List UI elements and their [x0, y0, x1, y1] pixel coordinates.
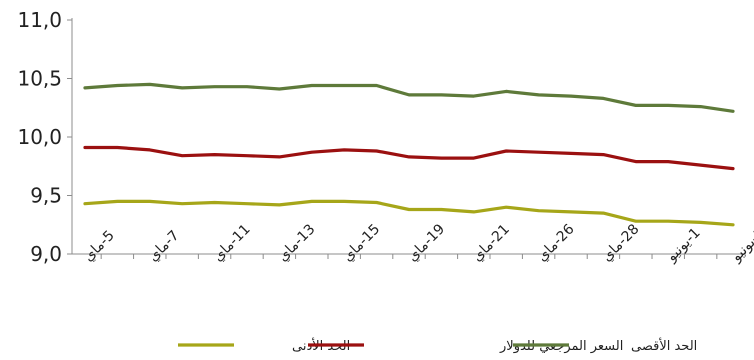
data-point [375, 201, 378, 204]
data-point [181, 202, 184, 205]
x-tick-label: 11-ماي [210, 221, 254, 265]
data-point [278, 203, 281, 207]
data-point [731, 223, 735, 226]
data-point [667, 160, 670, 163]
y-tick-labels: 9,0 9,5 10,0 10,5 11,0 [17, 8, 72, 266]
x-tick-label: 3-يونيو [728, 225, 754, 266]
data-point [148, 83, 151, 86]
data-point [343, 84, 346, 87]
data-point [245, 154, 249, 157]
data-point [537, 209, 540, 212]
data-point [440, 208, 443, 211]
x-tick-label: 1-يونيو [663, 225, 704, 266]
x-tick-label: 19-ماي [405, 221, 449, 265]
data-point [181, 154, 184, 157]
data-point [310, 84, 313, 87]
data-point [699, 221, 702, 224]
data-point [472, 94, 475, 98]
data-point [310, 151, 313, 154]
data-point [310, 200, 313, 203]
data-point [602, 97, 605, 100]
data-point [731, 167, 735, 170]
data-point [440, 93, 443, 97]
data-point [116, 84, 119, 87]
y-tick-label: 11,0 [17, 8, 62, 32]
y-tick-label: 10,5 [17, 67, 62, 91]
y-tick-label: 9,5 [30, 184, 62, 208]
data-point [213, 201, 216, 204]
data-point [375, 84, 378, 87]
data-point [537, 93, 540, 97]
data-point [83, 202, 87, 205]
x-tick-label: 21-ماي [469, 221, 513, 265]
data-point [375, 149, 378, 153]
data-point [569, 152, 573, 155]
data-point [181, 86, 184, 90]
data-point [83, 146, 87, 149]
data-point [699, 105, 702, 108]
data-point [440, 156, 443, 160]
data-point [245, 85, 249, 88]
data-point [667, 104, 670, 107]
x-tick-label: 15-ماي [340, 221, 384, 265]
data-point [343, 148, 346, 152]
data-point [472, 156, 475, 160]
data-point [213, 153, 216, 156]
data-point [278, 87, 281, 91]
data-point [505, 149, 508, 153]
data-point [213, 85, 216, 88]
data-point [116, 200, 119, 203]
y-tick-label: 9,0 [30, 242, 62, 266]
data-point [569, 210, 573, 214]
data-point [472, 210, 475, 214]
series-lines [83, 82, 735, 227]
data-point [731, 110, 735, 113]
data-point [148, 148, 151, 152]
data-point [83, 86, 87, 90]
data-point [278, 155, 281, 159]
x-tick-label: 7-ماي [145, 228, 182, 265]
data-point [407, 93, 411, 97]
data-point [569, 94, 573, 98]
data-point [634, 104, 637, 107]
data-point [634, 160, 637, 163]
x-tick-label: 13-ماي [275, 221, 319, 265]
x-tick-label: 5-ماي [80, 228, 117, 265]
data-point [407, 155, 411, 159]
y-tick-label: 10,0 [17, 125, 62, 149]
data-point [602, 211, 605, 215]
data-point [116, 146, 119, 149]
data-point [505, 90, 508, 93]
x-tick-label: 28-ماي [599, 221, 643, 265]
data-point [537, 151, 540, 154]
chart-axes [71, 18, 746, 255]
data-point [343, 200, 346, 203]
data-point [505, 206, 508, 209]
data-point [245, 202, 249, 205]
data-point [407, 208, 411, 211]
data-point [667, 220, 670, 223]
data-point [634, 220, 637, 223]
legend-label: الحد الأقصى [631, 337, 697, 354]
data-point [602, 153, 605, 156]
data-point [699, 163, 702, 167]
data-point [148, 200, 151, 203]
x-tick-labels: 5-ماي 7-ماي 11-ماي 13-ماي 15-ماي 19-ماي 21-ماي… [80, 221, 754, 265]
x-tick-label: 26-ماي [534, 221, 578, 265]
